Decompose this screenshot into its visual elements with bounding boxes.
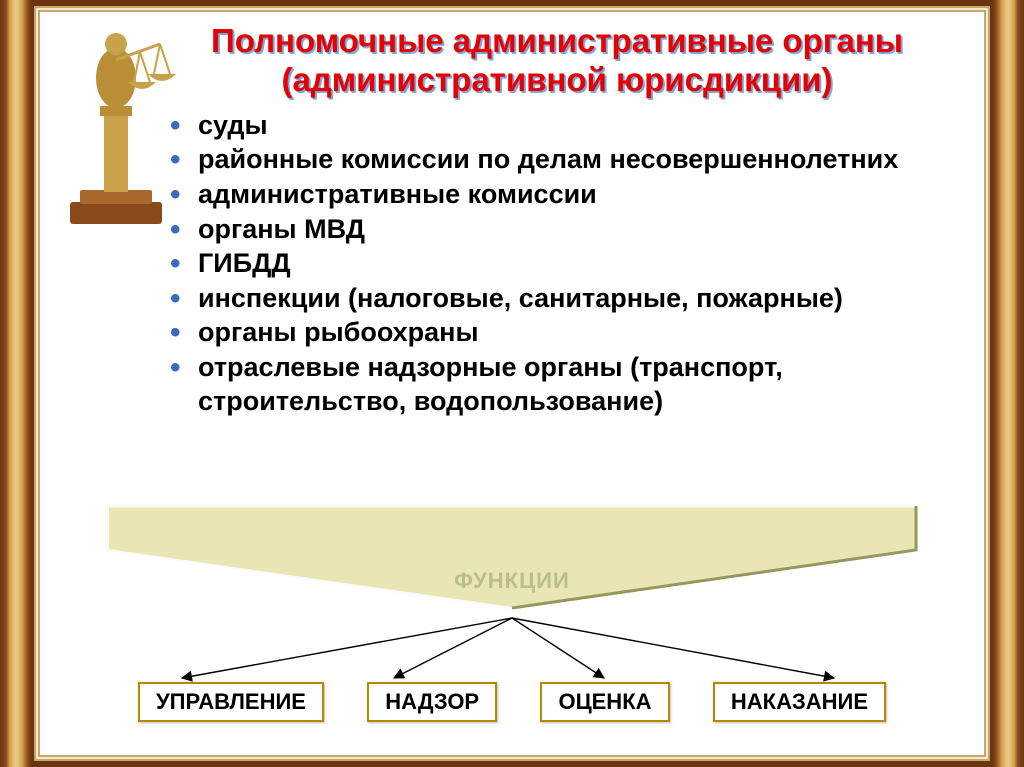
slide-title: Полномочные административные органы (адм… — [194, 22, 920, 100]
chevron-label: ФУНКЦИИ — [106, 568, 918, 594]
function-box: НАКАЗАНИЕ — [713, 682, 886, 722]
bullet-list: суды районные комиссии по делам несоверш… — [164, 108, 950, 419]
list-item: отраслевые надзорные органы (транспорт, … — [164, 350, 950, 419]
connector-arrows-icon — [44, 616, 980, 686]
list-item: административные комиссии — [164, 177, 950, 212]
list-item: суды — [164, 108, 950, 143]
list-item: органы МВД — [164, 212, 950, 247]
list-item: ГИБДД — [164, 246, 950, 281]
function-box: НАДЗОР — [367, 682, 497, 722]
function-box: ОЦЕНКА — [540, 682, 669, 722]
function-boxes-row: УПРАВЛЕНИЕ НАДЗОР ОЦЕНКА НАКАЗАНИЕ — [138, 682, 886, 722]
list-item: органы рыбоохраны — [164, 315, 950, 350]
slide-frame-outer: Полномочные административные органы (адм… — [0, 0, 1024, 767]
function-box: УПРАВЛЕНИЕ — [138, 682, 324, 722]
chevron-shape-icon — [106, 502, 918, 622]
justice-statue-icon — [52, 20, 180, 230]
list-item: районные комиссии по делам несовершеннол… — [164, 142, 950, 177]
list-item: инспекции (налоговые, санитарные, пожарн… — [164, 281, 950, 316]
chevron-banner: ФУНКЦИИ — [106, 502, 918, 622]
slide-content: Полномочные административные органы (адм… — [44, 12, 980, 755]
